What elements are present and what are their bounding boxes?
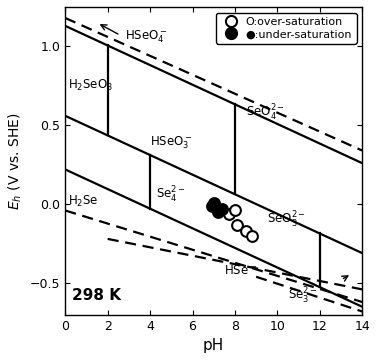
Point [225, 211, 231, 216]
Point [219, 206, 225, 212]
Point [208, 203, 215, 209]
Point [211, 200, 217, 206]
Text: H$_2$SeO$_3$: H$_2$SeO$_3$ [69, 78, 113, 93]
Text: HSeO$_3^-$: HSeO$_3^-$ [150, 134, 193, 151]
X-axis label: pH: pH [203, 338, 224, 353]
Point [242, 228, 248, 234]
Text: Se$_4^{2-}$: Se$_4^{2-}$ [156, 185, 186, 205]
Text: SeO$_3^{2-}$: SeO$_3^{2-}$ [267, 210, 306, 230]
Text: HSe$^-$: HSe$^-$ [224, 264, 257, 277]
Legend: O:over-saturation, ●:under-saturation: O:over-saturation, ●:under-saturation [216, 13, 357, 44]
Point [215, 209, 221, 215]
Text: Se$_3^{2-}$: Se$_3^{2-}$ [288, 285, 318, 306]
Y-axis label: $E_h$ (V vs. SHE): $E_h$ (V vs. SHE) [7, 112, 25, 210]
Text: SeO$_4^{2-}$: SeO$_4^{2-}$ [245, 103, 285, 123]
Text: HSeO$_4^-$: HSeO$_4^-$ [125, 29, 167, 45]
Text: 298 K: 298 K [72, 288, 121, 303]
Point [232, 208, 238, 213]
Point [249, 233, 255, 239]
Point [234, 222, 240, 228]
Text: H$_2$Se: H$_2$Se [69, 193, 99, 208]
